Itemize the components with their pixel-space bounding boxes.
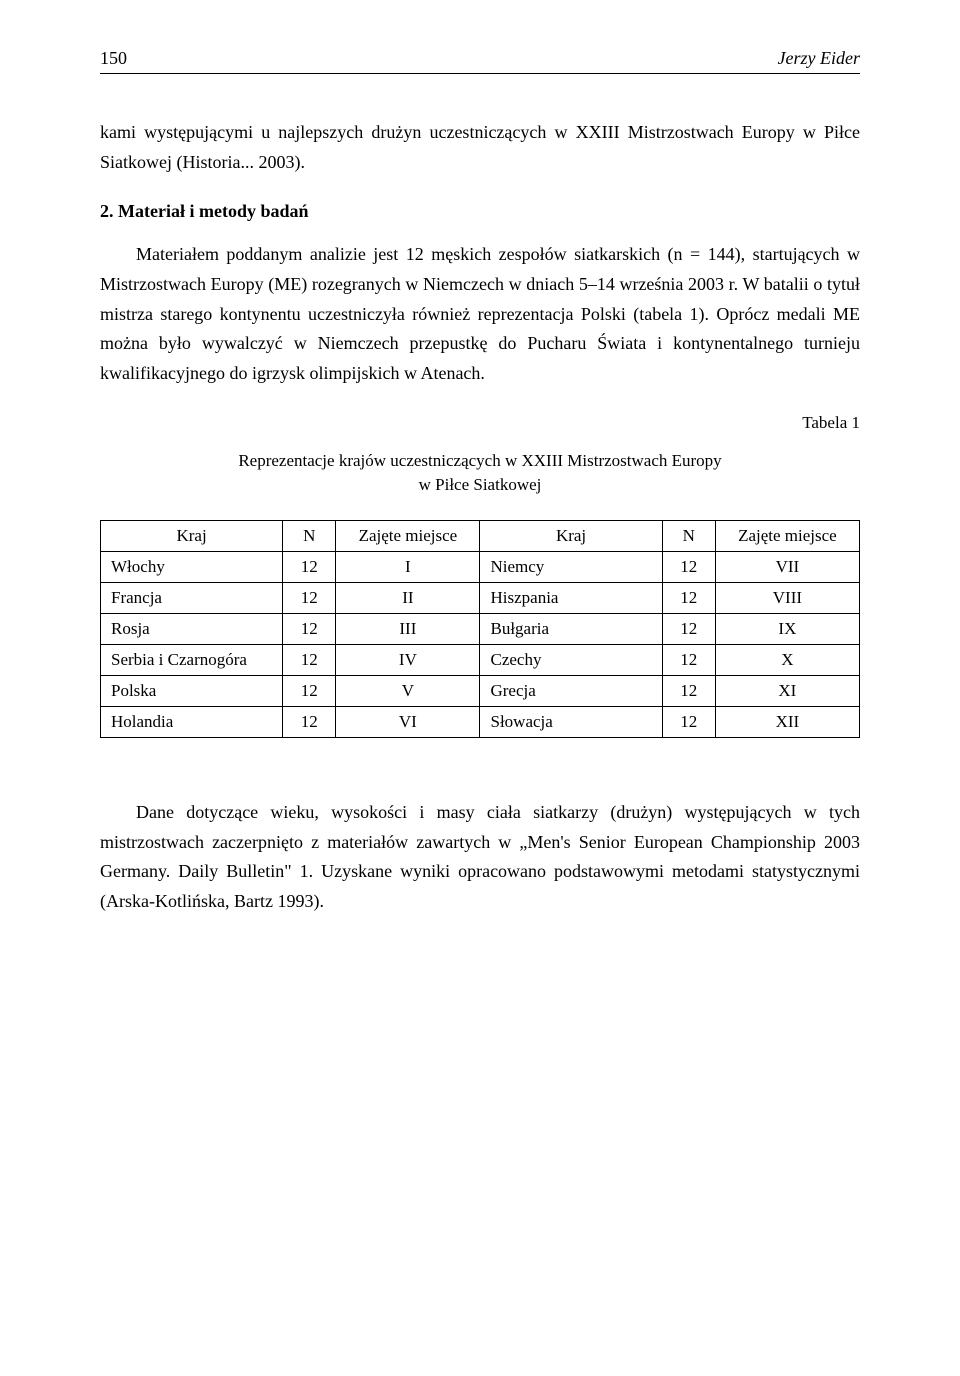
cell-country: Słowacja xyxy=(480,707,662,738)
cell-n: 12 xyxy=(662,614,715,645)
th-kraj-1: Kraj xyxy=(101,521,283,552)
table-row: Francja12IIHiszpania12VIII xyxy=(101,583,860,614)
table-label: Tabela 1 xyxy=(100,413,860,433)
cell-n: 12 xyxy=(283,552,336,583)
table-row: Serbia i Czarnogóra12IVCzechy12X xyxy=(101,645,860,676)
countries-table: Kraj N Zajęte miejsce Kraj N Zajęte miej… xyxy=(100,520,860,738)
cell-n: 12 xyxy=(662,583,715,614)
cell-place: IV xyxy=(336,645,480,676)
table-row: Polska12VGrecja12XI xyxy=(101,676,860,707)
cell-country: Francja xyxy=(101,583,283,614)
cell-place: IX xyxy=(715,614,859,645)
intro-paragraph: kami występującymi u najlepszych drużyn … xyxy=(100,118,860,177)
cell-place: XII xyxy=(715,707,859,738)
cell-n: 12 xyxy=(662,645,715,676)
cell-place: VIII xyxy=(715,583,859,614)
section-body: Materiałem poddanym analizie jest 12 męs… xyxy=(100,240,860,388)
cell-country: Polska xyxy=(101,676,283,707)
th-n-2: N xyxy=(662,521,715,552)
cell-n: 12 xyxy=(662,676,715,707)
th-n-1: N xyxy=(283,521,336,552)
cell-place: VI xyxy=(336,707,480,738)
page-header: 150 Jerzy Eider xyxy=(100,48,860,74)
cell-country: Serbia i Czarnogóra xyxy=(101,645,283,676)
table-body: Włochy12INiemcy12VIIFrancja12IIHiszpania… xyxy=(101,552,860,738)
cell-country: Grecja xyxy=(480,676,662,707)
cell-n: 12 xyxy=(283,645,336,676)
table-caption-line2: w Piłce Siatkowej xyxy=(419,475,542,494)
cell-place: VII xyxy=(715,552,859,583)
cell-country: Hiszpania xyxy=(480,583,662,614)
table-caption: Reprezentacje krajów uczestniczących w X… xyxy=(100,449,860,498)
table-row: Holandia12VISłowacja12XII xyxy=(101,707,860,738)
table-row: Włochy12INiemcy12VII xyxy=(101,552,860,583)
closing-paragraph: Dane dotyczące wieku, wysokości i masy c… xyxy=(100,798,860,917)
th-miejsce-1: Zajęte miejsce xyxy=(336,521,480,552)
cell-n: 12 xyxy=(283,707,336,738)
cell-place: III xyxy=(336,614,480,645)
cell-n: 12 xyxy=(283,614,336,645)
cell-n: 12 xyxy=(662,552,715,583)
cell-country: Czechy xyxy=(480,645,662,676)
section-heading: 2. Materiał i metody badań xyxy=(100,201,860,222)
cell-country: Niemcy xyxy=(480,552,662,583)
cell-country: Holandia xyxy=(101,707,283,738)
cell-n: 12 xyxy=(662,707,715,738)
cell-n: 12 xyxy=(283,676,336,707)
cell-n: 12 xyxy=(283,583,336,614)
cell-country: Włochy xyxy=(101,552,283,583)
header-author: Jerzy Eider xyxy=(778,48,860,69)
th-miejsce-2: Zajęte miejsce xyxy=(715,521,859,552)
table-caption-line1: Reprezentacje krajów uczestniczących w X… xyxy=(238,451,721,470)
cell-place: V xyxy=(336,676,480,707)
cell-place: I xyxy=(336,552,480,583)
cell-country: Rosja xyxy=(101,614,283,645)
cell-place: II xyxy=(336,583,480,614)
table-row: Rosja12IIIBułgaria12IX xyxy=(101,614,860,645)
cell-place: XI xyxy=(715,676,859,707)
cell-place: X xyxy=(715,645,859,676)
table-header-row: Kraj N Zajęte miejsce Kraj N Zajęte miej… xyxy=(101,521,860,552)
th-kraj-2: Kraj xyxy=(480,521,662,552)
page-number: 150 xyxy=(100,48,127,69)
cell-country: Bułgaria xyxy=(480,614,662,645)
